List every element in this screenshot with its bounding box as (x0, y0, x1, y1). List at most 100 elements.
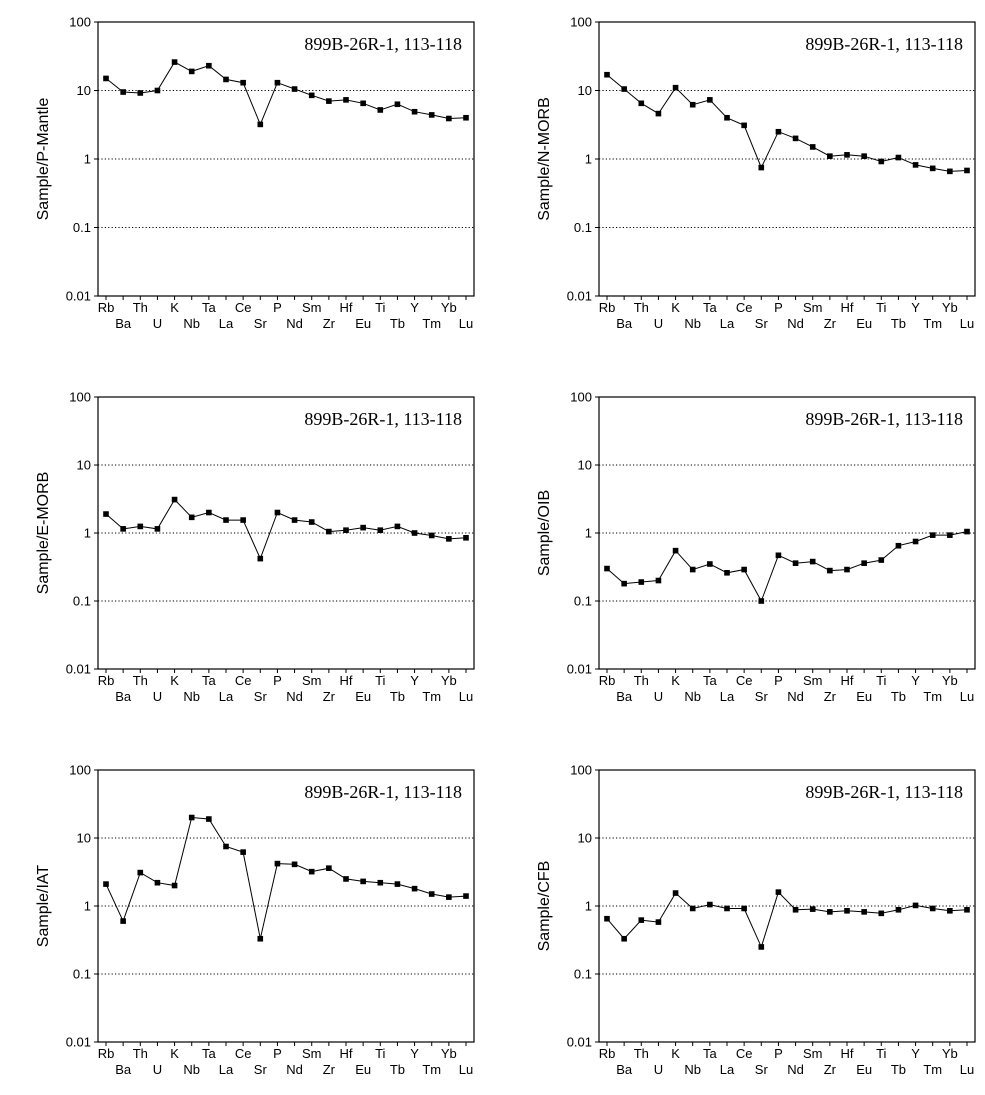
x-tick-label-th: Th (133, 1046, 148, 1061)
x-tick-label-nb: Nb (183, 316, 200, 331)
y-tick-label: 100 (570, 15, 592, 30)
x-tick-label-rb: Rb (98, 1046, 115, 1061)
x-tick-label-ti: Ti (375, 300, 385, 315)
data-point-y (912, 162, 919, 168)
data-point-u (655, 919, 662, 925)
data-point-sr (257, 121, 264, 128)
data-point-nb (689, 905, 696, 912)
x-tick-label-hf: Hf (841, 673, 854, 688)
y-tick-label: 1 (84, 526, 91, 541)
data-point-hf (844, 152, 850, 158)
y-axis-label: Sample/E-MORB (35, 472, 52, 595)
data-point-tm (929, 165, 936, 172)
y-tick-label: 100 (69, 15, 91, 30)
data-point-sm (308, 868, 315, 875)
data-point-ti (377, 107, 384, 113)
series-line (105, 498, 467, 560)
x-tick-label-sm: Sm (803, 300, 823, 315)
x-tick-label-sm: Sm (803, 673, 823, 688)
x-tick-label-ce: Ce (736, 300, 753, 315)
x-tick-label-ta: Ta (703, 673, 718, 688)
x-tick-label-la: La (720, 316, 735, 331)
data-point-p (274, 79, 281, 86)
x-tick-label-u: U (654, 689, 663, 704)
data-point-th (638, 579, 645, 585)
x-tick-label-lu: Lu (960, 316, 974, 331)
x-tick-label-zr: Zr (323, 1062, 336, 1077)
x-tick-label-la: La (219, 689, 234, 704)
data-point-y (411, 530, 418, 536)
data-point-th (638, 100, 645, 107)
data-point-lu (964, 528, 970, 535)
x-tick-label-hf: Hf (340, 300, 353, 315)
x-tick-label-la: La (720, 1062, 735, 1077)
data-point-ba (120, 918, 126, 924)
panel-title: 899B-26R-1, 113-118 (805, 782, 963, 802)
y-tick-label: 10 (578, 83, 592, 98)
y-tick-label: 0.01 (567, 289, 592, 304)
series-line (606, 891, 968, 949)
x-tick-label-eu: Eu (856, 316, 872, 331)
x-tick-label-zr: Zr (824, 1062, 837, 1077)
x-tick-label-la: La (219, 1062, 234, 1077)
data-point-lu (964, 167, 970, 174)
y-tick-label: 1 (585, 526, 592, 541)
x-tick-label-th: Th (133, 300, 148, 315)
data-point-tb (895, 542, 902, 549)
data-point-k (171, 496, 178, 503)
data-point-u (154, 526, 161, 532)
y-tick-label: 0.1 (574, 594, 592, 609)
data-point-yb (947, 168, 953, 175)
x-tick-label-nd: Nd (286, 1062, 303, 1077)
y-axis-label: Sample/IAT (35, 865, 52, 948)
panel-title: 899B-26R-1, 113-118 (805, 409, 963, 429)
x-tick-label-hf: Hf (841, 1046, 854, 1061)
data-point-zr (827, 567, 833, 574)
y-tick-label: 10 (77, 83, 91, 98)
data-point-ta (707, 561, 713, 567)
x-tick-label-k: K (671, 1046, 680, 1061)
x-tick-label-nb: Nb (684, 1062, 701, 1077)
y-axis-label: Sample/CFB (536, 861, 553, 952)
data-point-ba (621, 580, 627, 587)
data-point-nd (291, 861, 298, 868)
data-point-zr (827, 153, 833, 159)
x-tick-label-ta: Ta (703, 1046, 718, 1061)
x-tick-label-th: Th (634, 300, 649, 315)
series-line (606, 74, 968, 172)
data-point-y (912, 902, 919, 909)
y-tick-label: 10 (578, 458, 592, 473)
data-point-ta (206, 509, 212, 516)
panel-title: 899B-26R-1, 113-118 (304, 782, 462, 802)
x-tick-label-yb: Yb (942, 300, 958, 315)
data-point-nd (291, 517, 298, 523)
x-tick-label-sr: Sr (254, 1062, 268, 1077)
y-tick-label: 1 (84, 899, 91, 914)
data-point-tb (394, 523, 401, 530)
data-point-ba (621, 935, 627, 942)
y-tick-label: 100 (69, 763, 91, 778)
data-point-sr (257, 555, 264, 562)
x-tick-label-ta: Ta (703, 300, 718, 315)
data-point-yb (947, 532, 953, 538)
x-tick-label-nb: Nb (183, 1062, 200, 1077)
x-tick-label-tb: Tb (891, 1062, 906, 1077)
data-point-ta (206, 816, 212, 822)
x-tick-label-tm: Tm (422, 689, 441, 704)
data-point-la (223, 517, 229, 523)
data-point-ce (240, 849, 246, 855)
data-point-ba (621, 86, 627, 92)
data-point-rb (604, 565, 610, 572)
x-tick-label-lu: Lu (459, 1062, 473, 1077)
y-tick-label: 100 (570, 390, 592, 405)
x-tick-label-tm: Tm (422, 1062, 441, 1077)
data-point-sm (308, 519, 315, 525)
x-tick-label-rb: Rb (599, 300, 616, 315)
y-tick-label: 0.01 (567, 662, 592, 677)
data-point-u (154, 879, 161, 886)
x-tick-label-ba: Ba (616, 1062, 633, 1077)
data-point-th (137, 869, 144, 876)
